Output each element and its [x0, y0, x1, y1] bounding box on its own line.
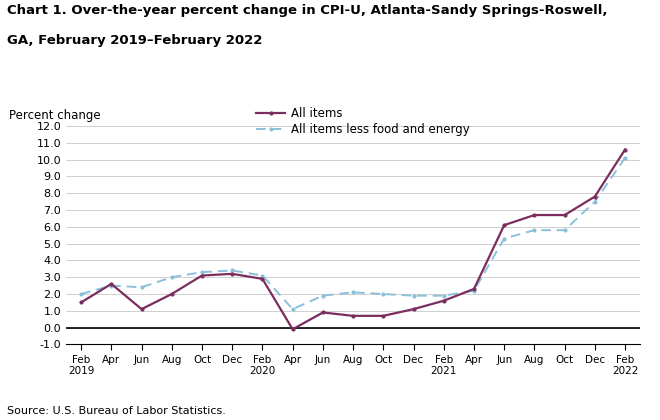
All items less food and energy	[591, 199, 599, 204]
All items	[440, 298, 447, 303]
All items	[137, 307, 145, 312]
Text: Percent change: Percent change	[9, 109, 100, 122]
All items	[500, 223, 508, 228]
All items	[198, 273, 206, 278]
Text: GA, February 2019–February 2022: GA, February 2019–February 2022	[7, 34, 262, 47]
Text: Source: U.S. Bureau of Labor Statistics.: Source: U.S. Bureau of Labor Statistics.	[7, 406, 226, 416]
All items less food and energy	[319, 293, 327, 298]
All items less food and energy	[531, 228, 539, 233]
Text: Chart 1. Over-the-year percent change in CPI-U, Atlanta-Sandy Springs-Roswell,: Chart 1. Over-the-year percent change in…	[7, 4, 607, 17]
All items	[288, 327, 296, 332]
All items	[228, 271, 236, 276]
All items	[168, 291, 176, 297]
All items	[561, 213, 569, 218]
All items	[379, 313, 387, 318]
All items	[531, 213, 539, 218]
All items less food and energy	[108, 283, 115, 288]
All items	[621, 147, 629, 152]
All items	[410, 307, 418, 312]
All items	[319, 310, 327, 315]
All items less food and energy	[168, 275, 176, 280]
Legend: All items, All items less food and energy: All items, All items less food and energ…	[256, 107, 470, 136]
All items	[108, 281, 115, 286]
All items less food and energy	[349, 290, 357, 295]
All items less food and energy	[77, 291, 85, 297]
All items	[591, 194, 599, 199]
All items less food and energy	[228, 268, 236, 273]
All items	[349, 313, 357, 318]
Line: All items: All items	[80, 148, 626, 331]
All items	[470, 286, 478, 291]
All items less food and energy	[259, 273, 267, 278]
All items less food and energy	[470, 288, 478, 293]
All items less food and energy	[379, 291, 387, 297]
All items less food and energy	[137, 285, 145, 290]
All items less food and energy	[621, 155, 629, 160]
All items less food and energy	[288, 307, 296, 312]
Line: All items less food and energy: All items less food and energy	[80, 157, 626, 310]
All items less food and energy	[440, 293, 447, 298]
All items	[77, 300, 85, 305]
All items less food and energy	[198, 270, 206, 275]
All items less food and energy	[500, 236, 508, 241]
All items less food and energy	[410, 293, 418, 298]
All items	[259, 276, 267, 281]
All items less food and energy	[561, 228, 569, 233]
